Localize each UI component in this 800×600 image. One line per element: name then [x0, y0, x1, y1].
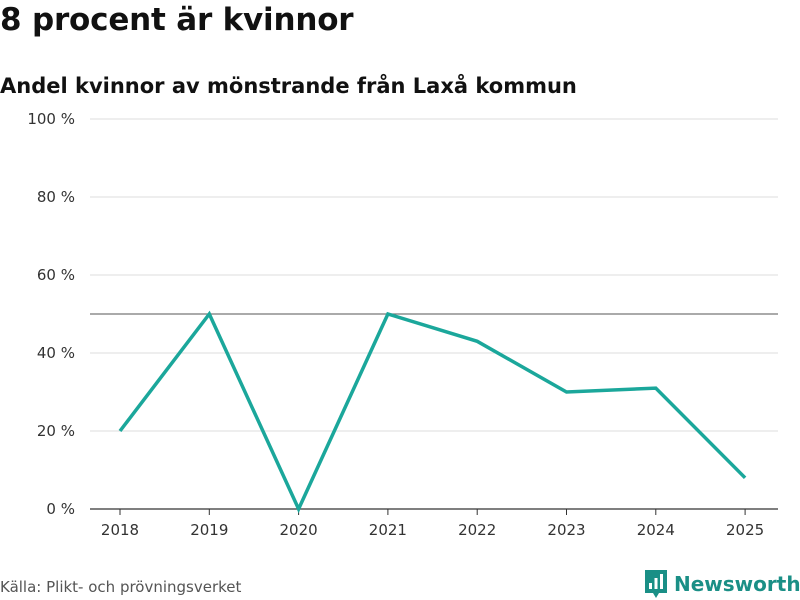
y-tick-label: 60 % — [37, 266, 75, 284]
chart-title: 8 procent är kvinnor — [0, 2, 354, 38]
x-tick-label: 2025 — [726, 521, 764, 539]
brand-name: Newsworthy — [674, 572, 800, 596]
source-note: Källa: Plikt- och prövningsverket — [0, 578, 242, 596]
newsworthy-icon — [645, 570, 667, 598]
x-tick-label: 2020 — [280, 521, 318, 539]
series-line — [118, 310, 747, 514]
x-tick-label: 2018 — [101, 521, 139, 539]
x-tick-label: 2023 — [547, 521, 585, 539]
x-tick-label: 2024 — [637, 521, 675, 539]
y-tick-label: 100 % — [27, 110, 75, 128]
y-tick-label: 80 % — [37, 188, 75, 206]
x-tick-label: 2022 — [458, 521, 496, 539]
x-tick-label: 2019 — [190, 521, 228, 539]
y-tick-label: 20 % — [37, 422, 75, 440]
y-tick-label: 0 % — [46, 500, 75, 518]
y-tick-label: 40 % — [37, 344, 75, 362]
newsworthy-logo: Newsworthy — [644, 569, 800, 599]
x-tick-label: 2021 — [369, 521, 407, 539]
chart-subtitle: Andel kvinnor av mönstrande från Laxå ko… — [0, 74, 577, 98]
